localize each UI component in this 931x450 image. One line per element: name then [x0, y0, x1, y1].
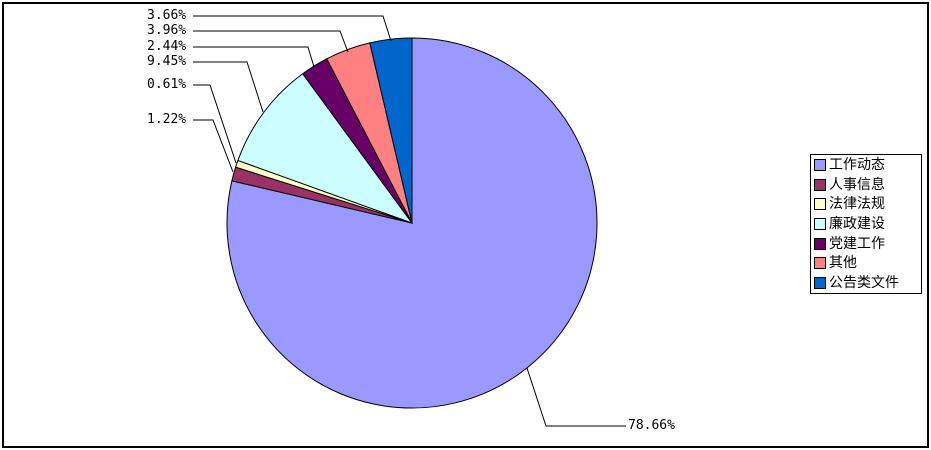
pie-percent-label: 78.66%: [628, 418, 675, 433]
pie-percent-label: 0.61%: [147, 77, 187, 92]
legend-label: 其他: [829, 255, 857, 272]
legend-swatch: [814, 237, 826, 250]
legend: 工作动态 人事信息 法律法规 廉政建设 党建工作 其他 公告类文件: [810, 154, 922, 294]
pie-percent-label: 3.96%: [147, 23, 187, 38]
leader-line-slice-2: [193, 84, 237, 164]
legend-swatch: [814, 276, 826, 289]
legend-item: 人事信息: [814, 175, 921, 194]
legend-swatch: [814, 257, 826, 270]
legend-item: 党建工作: [814, 234, 921, 253]
leader-line-slice-4: [193, 46, 315, 68]
legend-item: 其他: [814, 254, 921, 273]
legend-item: 工作动态: [814, 156, 921, 175]
legend-swatch: [814, 178, 826, 191]
pie-slice-0: [226, 37, 598, 409]
pie-percent-label: 3.66%: [147, 8, 187, 23]
legend-swatch: [814, 198, 826, 211]
legend-label: 人事信息: [829, 176, 885, 193]
legend-label: 廉政建设: [829, 216, 885, 232]
leader-line-slice-1: [193, 119, 234, 173]
legend-item: 廉政建设: [814, 215, 921, 234]
leader-line-slice-5: [193, 30, 349, 53]
legend-label: 公告类文件: [829, 274, 899, 291]
pie-slice-3: [237, 73, 414, 225]
leader-line-slice-6: [193, 15, 392, 42]
legend-swatch: [814, 218, 826, 230]
legend-item: 法律法规: [814, 195, 921, 214]
pie-percent-label: 2.44%: [147, 39, 187, 54]
legend-label: 工作动态: [829, 157, 885, 174]
leader-line-slice-0: [526, 367, 626, 427]
pie-slices: [226, 37, 598, 409]
pie-percent-label: 1.22%: [147, 112, 187, 127]
leader-lines: [193, 15, 626, 427]
legend-swatch: [814, 159, 826, 172]
legend-label: 党建工作: [829, 235, 885, 252]
legend-label: 法律法规: [829, 196, 885, 213]
leader-line-slice-3: [193, 61, 264, 113]
legend-item: 公告类文件: [814, 273, 921, 292]
pie-percent-label: 9.45%: [147, 54, 187, 69]
